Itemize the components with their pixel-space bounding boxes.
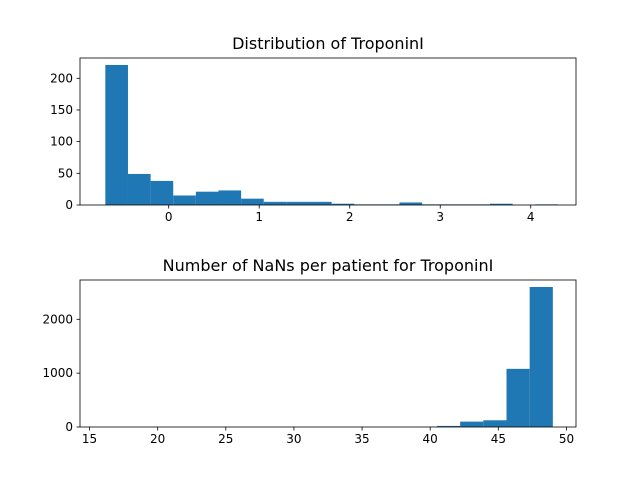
y-tick-label: 0 bbox=[65, 420, 73, 434]
y-tick-label: 200 bbox=[50, 71, 73, 85]
x-tick-label: 30 bbox=[286, 432, 301, 446]
x-tick-label: 40 bbox=[423, 432, 438, 446]
axes-frame bbox=[79, 57, 577, 206]
histogram-troponin-distribution: Distribution of TroponinI 0 1 2 3 4 0 50 100 150… bbox=[50, 34, 577, 224]
x-tick-label: 0 bbox=[165, 210, 173, 224]
bar bbox=[150, 180, 174, 205]
y-tick-label: 150 bbox=[50, 103, 73, 117]
y-tick-label: 0 bbox=[65, 198, 73, 212]
axis-ticks: 0 1 2 3 4 0 50 100 150 200 bbox=[50, 71, 534, 224]
y-tick-label: 50 bbox=[58, 166, 73, 180]
y-tick-label: 100 bbox=[50, 135, 73, 149]
y-tick-label: 1000 bbox=[42, 366, 73, 380]
bar bbox=[490, 203, 513, 205]
bar bbox=[308, 201, 332, 205]
bar bbox=[460, 421, 484, 427]
bar bbox=[399, 202, 423, 205]
bar bbox=[195, 191, 219, 205]
bar bbox=[173, 195, 196, 205]
x-tick-label: 50 bbox=[559, 432, 574, 446]
chart-title: Distribution of TroponinI bbox=[232, 34, 424, 53]
bar bbox=[286, 201, 309, 205]
x-tick-label: 20 bbox=[150, 432, 165, 446]
histogram-nans-per-patient: Number of NaNs per patient for TroponinI… bbox=[42, 256, 577, 446]
x-tick-label: 35 bbox=[354, 432, 369, 446]
x-tick-label: 45 bbox=[491, 432, 506, 446]
bar bbox=[241, 198, 264, 205]
bar bbox=[483, 420, 507, 427]
bar bbox=[437, 425, 461, 427]
x-tick-label: 25 bbox=[218, 432, 233, 446]
x-tick-label: 3 bbox=[436, 210, 444, 224]
bar bbox=[506, 368, 530, 427]
y-tick-label: 2000 bbox=[42, 312, 73, 326]
axes-frame bbox=[79, 279, 577, 428]
bars bbox=[89, 287, 553, 427]
bar bbox=[331, 203, 355, 205]
x-tick-label: 1 bbox=[255, 210, 263, 224]
x-tick-label: 2 bbox=[346, 210, 354, 224]
bars bbox=[105, 64, 558, 206]
chart-title: Number of NaNs per patient for TroponinI bbox=[163, 256, 494, 275]
bar bbox=[529, 287, 553, 427]
bar bbox=[127, 173, 151, 205]
bar bbox=[218, 190, 242, 205]
x-tick-label: 4 bbox=[527, 210, 535, 224]
bar bbox=[263, 201, 287, 205]
bar bbox=[105, 64, 128, 206]
axis-ticks: 15 20 25 30 35 40 45 50 0 1000 2000 bbox=[42, 312, 574, 446]
x-tick-label: 15 bbox=[82, 432, 97, 446]
